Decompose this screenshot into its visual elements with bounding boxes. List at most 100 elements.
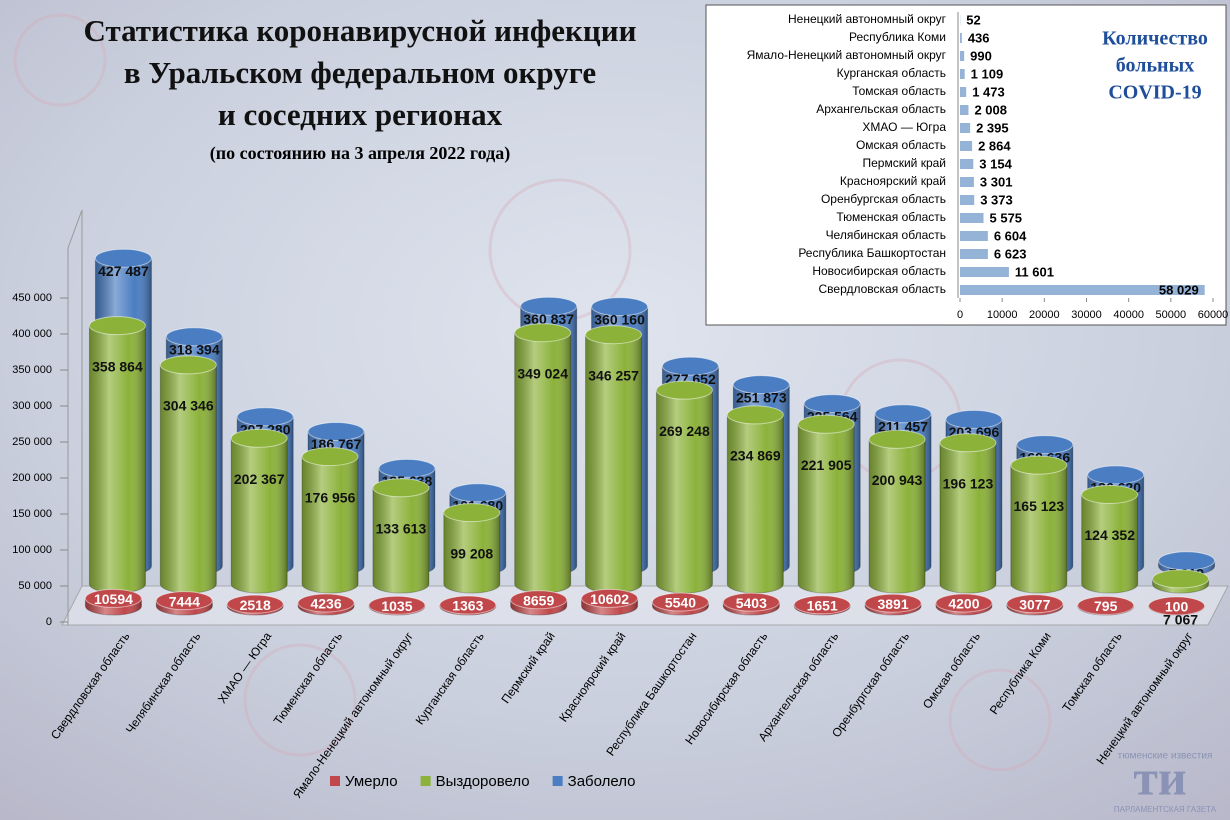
- wall: [67, 209, 83, 625]
- chart-title: и соседних регионах: [218, 97, 503, 132]
- y-tick-label: Свердловская область: [819, 282, 946, 296]
- cylinder-top: [155, 591, 213, 611]
- data-label: 3 301: [980, 174, 1013, 189]
- title-block: Статистика коронавирусной инфекции в Ура…: [83, 13, 636, 164]
- bar: [960, 33, 962, 43]
- data-label: 349 024: [517, 365, 568, 381]
- data-label: 427 487: [98, 263, 149, 279]
- cylinder-top: [803, 394, 861, 414]
- y-tick-label: ХМАО — Югра: [862, 120, 946, 134]
- y-tick-label: 100 000: [12, 544, 52, 556]
- cylinder-top: [514, 323, 572, 343]
- x-tick-label: 30000: [1071, 309, 1102, 321]
- data-label: 124 352: [1084, 527, 1135, 543]
- bar: [960, 159, 974, 169]
- cylinder-top: [1148, 596, 1206, 616]
- data-label: 11 601: [1015, 264, 1054, 279]
- data-label: 269 248: [659, 423, 710, 439]
- floor: [61, 585, 1229, 626]
- legend-label: Заболело: [568, 773, 636, 790]
- cylinder-shade: [656, 390, 713, 594]
- x-tick-label: 20000: [1029, 309, 1060, 321]
- bar: [960, 69, 965, 79]
- data-label: 1035: [381, 598, 412, 614]
- cylinder-shade: [585, 334, 642, 594]
- cylinder-shade: [443, 512, 500, 594]
- y-tick-label: Республика Башкортостан: [798, 246, 946, 260]
- data-label: 5403: [736, 595, 767, 611]
- cylinder-top: [307, 422, 365, 442]
- cylinder-shade: [939, 442, 996, 594]
- chart-title: Статистика коронавирусной инфекции: [83, 13, 636, 48]
- y-tick-label: Омская область: [856, 138, 946, 152]
- data-label: 304 346: [163, 398, 214, 414]
- data-label: 2 008: [974, 102, 1007, 117]
- bar: [960, 87, 967, 97]
- data-label: 3 373: [980, 192, 1013, 207]
- cylinder-top: [159, 355, 217, 375]
- cylinder-top: [236, 407, 294, 427]
- data-label: 4200: [948, 596, 979, 612]
- data-label: 176 956: [305, 489, 356, 505]
- y-tick-label: 50 000: [18, 580, 52, 592]
- data-label: 165 123: [1014, 498, 1065, 514]
- cylinder-top: [449, 483, 507, 503]
- y-tick-label: Томская область: [852, 84, 946, 98]
- cylinder-top: [655, 380, 713, 400]
- data-label: 6 623: [994, 246, 1027, 261]
- data-label: 5 575: [990, 210, 1023, 225]
- data-label: 436: [968, 30, 990, 45]
- x-tick-label: 0: [957, 309, 963, 321]
- cylinder-top: [510, 590, 568, 610]
- data-label: 221 905: [801, 457, 852, 473]
- bar: [960, 213, 984, 223]
- y-tick-label: Ямало-Ненецкий автономный округ: [747, 48, 947, 62]
- cylinder-top: [1081, 484, 1139, 504]
- cylinder-top: [230, 428, 288, 448]
- y-tick-label: Оренбургская область: [821, 192, 946, 206]
- y-tick-label: Республика Коми: [849, 30, 946, 44]
- cylinder-top: [651, 592, 709, 612]
- data-label: 251 873: [736, 389, 787, 405]
- cylinder-top: [368, 595, 426, 615]
- data-label: 318 394: [169, 341, 220, 357]
- data-label: 3077: [1019, 596, 1050, 612]
- data-label: 5540: [665, 595, 696, 611]
- cylinder-top: [372, 478, 430, 498]
- y-tick-label: 300 000: [12, 400, 52, 412]
- cylinder-top: [793, 595, 851, 615]
- cylinder-top: [732, 375, 790, 395]
- main-chart: 0 50 000 100 000 150 000 200 000 250 000 300 0…: [12, 248, 1216, 801]
- y-tick-label: Красноярский край: [840, 174, 946, 188]
- cylinder-top: [581, 588, 639, 608]
- data-label: 3891: [877, 596, 908, 612]
- data-label: 58 029: [1159, 282, 1199, 297]
- cylinder-top: [1077, 595, 1135, 615]
- data-label: 2 864: [978, 138, 1011, 153]
- data-label: 346 257: [588, 367, 639, 383]
- data-label: 7 067: [1163, 612, 1198, 628]
- cylinder-top: [726, 405, 784, 425]
- cylinder-shade: [372, 487, 429, 594]
- legend-label: Умерло: [345, 773, 398, 790]
- data-label: 7444: [169, 593, 200, 609]
- cylinder-top: [935, 593, 993, 613]
- y-tick-label: Пермский край: [862, 156, 946, 170]
- legend-label: Выздоровело: [436, 773, 530, 790]
- bar: [960, 177, 974, 187]
- data-label: 52: [966, 12, 980, 27]
- data-label: 4236: [310, 596, 341, 612]
- y-tick-label: Челябинская область: [826, 228, 946, 242]
- data-label: 358 864: [92, 358, 143, 374]
- cylinder-top: [591, 297, 649, 317]
- logo-top: тюменские известия: [1118, 751, 1213, 762]
- cylinder-top: [520, 296, 578, 316]
- cylinder-top: [1010, 455, 1068, 475]
- inset-title: больных: [1116, 55, 1194, 77]
- cylinder-shade: [514, 332, 571, 594]
- cylinder-top: [439, 595, 497, 615]
- data-label: 360 160: [594, 311, 645, 327]
- x-tick-label: 10000: [987, 309, 1018, 321]
- cylinder-shade: [1010, 465, 1067, 594]
- data-label: 196 123: [943, 475, 994, 491]
